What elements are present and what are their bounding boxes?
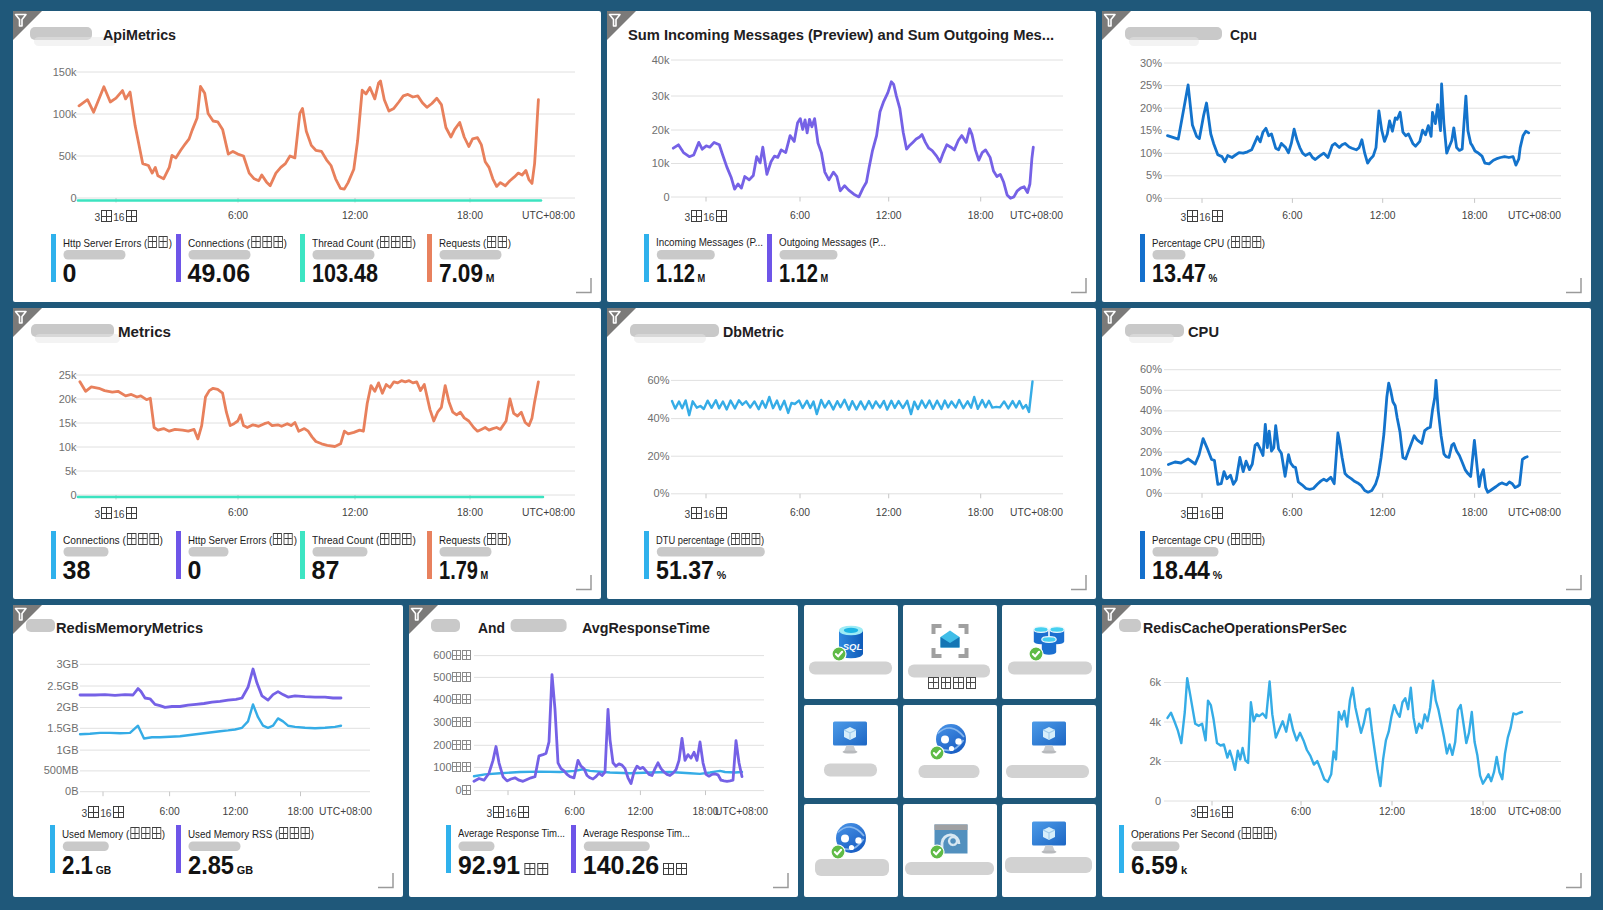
svg-text:SQL: SQL [843,641,863,652]
